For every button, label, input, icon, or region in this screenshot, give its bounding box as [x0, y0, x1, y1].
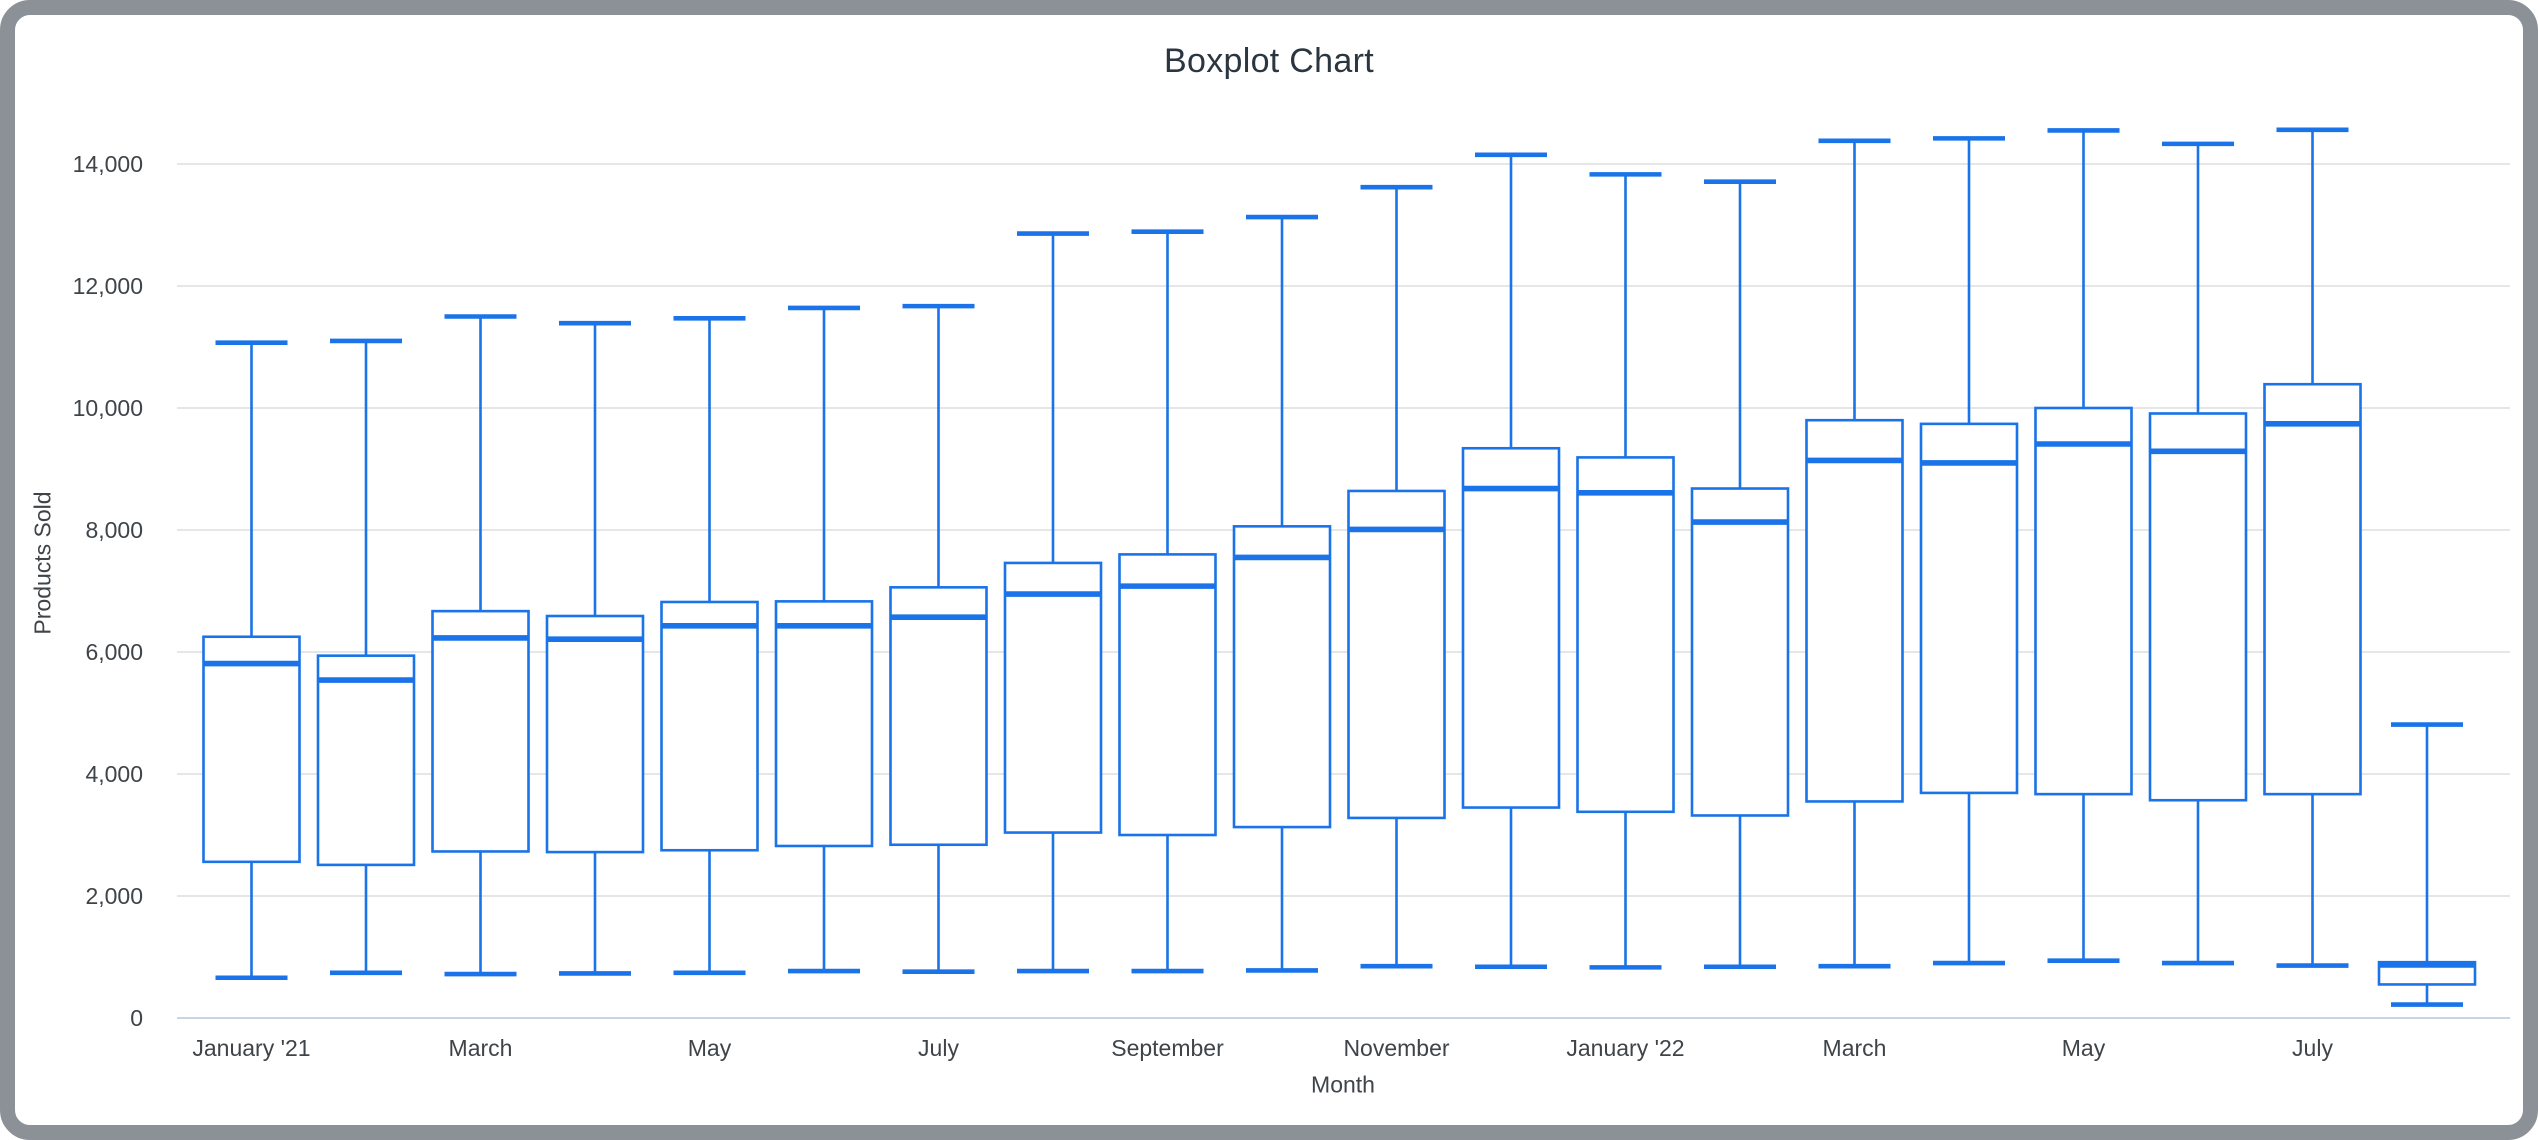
boxplot-june-21[interactable] — [774, 305, 874, 974]
boxplot-april-22[interactable] — [1919, 136, 2019, 966]
box-iqr — [1232, 525, 1332, 829]
y-axis-tick-label: 12,000 — [73, 273, 143, 299]
boxplot-march-21[interactable] — [431, 314, 530, 977]
x-axis-tick-label: July — [2292, 1035, 2333, 1061]
box-iqr — [202, 635, 301, 864]
boxplot-january-21[interactable] — [202, 340, 301, 981]
box-iqr — [889, 586, 988, 847]
y-axis-tick-label: 2,000 — [85, 883, 143, 909]
boxplot-august-22[interactable] — [2377, 722, 2477, 1007]
x-axis-tick-label: November — [1343, 1035, 1449, 1061]
box-iqr — [1118, 553, 1217, 837]
boxplot-november-21[interactable] — [1347, 184, 1446, 969]
boxplot-march-22[interactable] — [1805, 138, 1904, 969]
boxplot-june-22[interactable] — [2148, 141, 2248, 966]
box-iqr — [660, 600, 759, 852]
x-axis-tick-label: September — [1111, 1035, 1224, 1061]
box-iqr — [1576, 456, 1675, 814]
box-iqr — [1347, 489, 1446, 820]
box-iqr — [2263, 382, 2362, 796]
y-axis-title: Products Sold — [29, 491, 56, 635]
x-axis-tick-label: January '21 — [192, 1035, 310, 1061]
chart-title: Boxplot Chart — [1164, 42, 1374, 80]
box-iqr — [316, 654, 416, 867]
box-iqr — [545, 614, 645, 854]
boxplot-april-21[interactable] — [545, 320, 645, 976]
x-axis-tick-label: January '22 — [1566, 1035, 1684, 1061]
box-iqr — [1461, 446, 1561, 809]
x-axis-tick-label: July — [918, 1035, 959, 1061]
boxplot-july-21[interactable] — [889, 303, 988, 974]
y-axis-tick-label: 8,000 — [85, 517, 143, 543]
boxplot-may-21[interactable] — [660, 316, 759, 976]
y-axis-tick-label: 10,000 — [73, 395, 143, 421]
boxplot-december-21[interactable] — [1461, 152, 1561, 970]
box-iqr — [1919, 422, 2019, 795]
x-axis-tick-label: May — [2062, 1035, 2106, 1061]
box-iqr — [1805, 418, 1904, 803]
boxplot-october-21[interactable] — [1232, 214, 1332, 973]
box-iqr — [431, 609, 530, 853]
boxplot-august-21[interactable] — [1003, 231, 1103, 974]
x-axis-tick-label: March — [449, 1035, 513, 1061]
x-axis-tick-label: May — [688, 1035, 732, 1061]
box-iqr — [774, 600, 874, 848]
box-iqr — [2148, 412, 2248, 802]
y-axis-tick-label: 4,000 — [85, 761, 143, 787]
y-axis-tick-label: 0 — [130, 1005, 143, 1031]
boxplot-september-21[interactable] — [1118, 229, 1217, 974]
boxplot-may-22[interactable] — [2034, 128, 2133, 963]
box-iqr — [2034, 406, 2133, 796]
boxplot-january-22[interactable] — [1576, 172, 1675, 970]
boxplot-july-22[interactable] — [2263, 127, 2362, 968]
x-axis-title: Month — [1311, 1071, 1375, 1098]
box-iqr — [1690, 487, 1790, 817]
boxplot-february-21[interactable] — [316, 338, 416, 976]
box-iqr — [1003, 561, 1103, 834]
y-axis-tick-label: 14,000 — [73, 151, 143, 177]
y-axis-tick-label: 6,000 — [85, 639, 143, 665]
x-axis-tick-label: March — [1823, 1035, 1887, 1061]
boxplot-february-22[interactable] — [1690, 179, 1790, 970]
